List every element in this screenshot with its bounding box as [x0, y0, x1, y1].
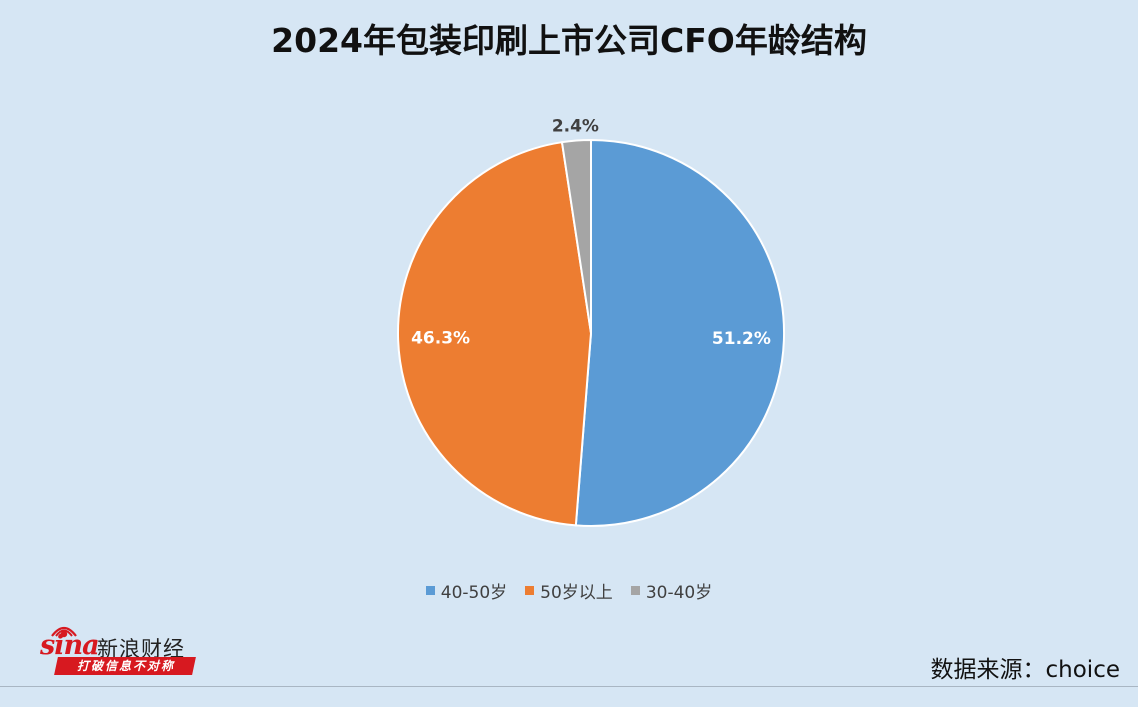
legend-label: 30-40岁	[645, 583, 713, 603]
legend-label: 50岁以上	[540, 583, 613, 603]
data-label-40-50: 51.2%	[712, 329, 771, 349]
sina-eye-icon	[51, 626, 77, 638]
chart-title: 2024年包装印刷上市公司CFO年龄结构	[271, 21, 867, 60]
logo-wordmark: sina	[40, 630, 100, 661]
sina-finance-logo: sina 新浪财经 打破信息不对称	[40, 622, 200, 678]
legend-item-50-plus: 50岁以上	[525, 578, 613, 603]
data-source: 数据来源：choice	[930, 657, 1120, 683]
data-label-30-40: 2.4%	[552, 117, 599, 137]
legend-item-30-40: 30-40岁	[630, 578, 713, 603]
slice-30-40	[560, 138, 592, 334]
legend-swatch	[525, 586, 535, 595]
legend-swatch	[630, 586, 640, 595]
data-label-50-plus: 46.3%	[411, 328, 470, 348]
legend-item-40-50: 40-50岁	[425, 578, 508, 603]
logo-slogan: 打破信息不对称	[76, 659, 175, 673]
bottom-divider	[0, 686, 1138, 687]
legend-label: 40-50岁	[440, 583, 508, 603]
legend: 40-50岁 50岁以上 30-40岁	[0, 578, 1138, 603]
slice-40-50	[574, 138, 786, 527]
legend-swatch	[425, 586, 435, 595]
slice-50-plus	[397, 141, 593, 527]
